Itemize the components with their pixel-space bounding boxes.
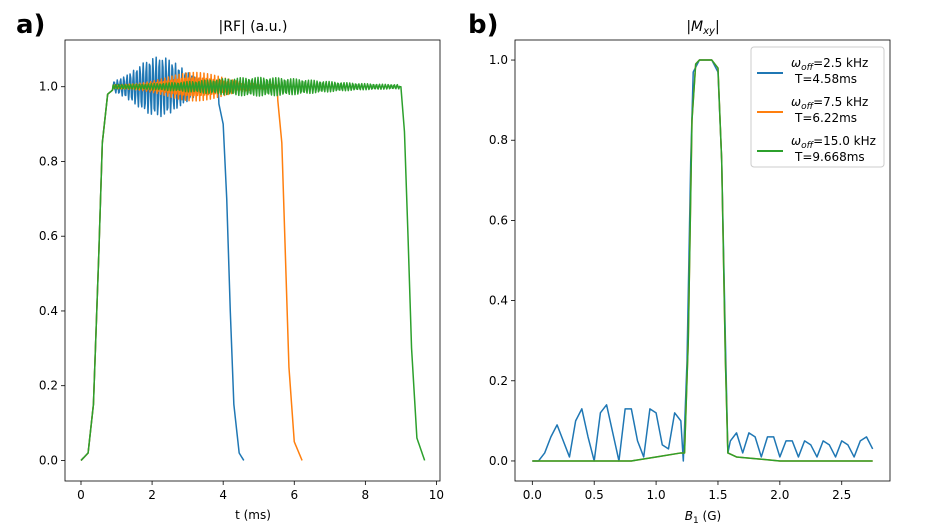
y-tick-label: 0.6 bbox=[489, 213, 508, 227]
series-line bbox=[80, 71, 303, 461]
series-line bbox=[532, 59, 873, 462]
legend-entry-line2: T=9.668ms bbox=[794, 150, 865, 164]
legend-box bbox=[750, 46, 885, 168]
y-tick-label: 0.4 bbox=[489, 294, 508, 308]
y-tick-label: 0.2 bbox=[39, 379, 58, 393]
y-tick-label: 0.8 bbox=[489, 133, 508, 147]
panel-a-plot: 0 2 4 6 8 10 0.0 0.2 0.4 0.6 0.8 1.0 bbox=[39, 39, 444, 502]
panel-a-xlabel: t (ms) bbox=[235, 508, 271, 522]
y-tick-label: 0.2 bbox=[489, 374, 508, 388]
x-tick-label: 0.0 bbox=[523, 488, 542, 502]
y-tick-label: 1.0 bbox=[39, 80, 58, 94]
legend-entry-line1: ωoff=7.5 kHz bbox=[791, 95, 868, 112]
y-tick-label: 1.0 bbox=[489, 53, 508, 67]
x-tick-label: 2.5 bbox=[832, 488, 851, 502]
legend-entry-line2: T=6.22ms bbox=[794, 111, 857, 125]
plot-frame bbox=[64, 39, 441, 482]
panel-a-title: |RF| (a.u.) bbox=[219, 19, 288, 35]
x-tick-label: 8 bbox=[362, 488, 370, 502]
x-tick-label: 2.0 bbox=[770, 488, 789, 502]
x-tick-label: 2 bbox=[148, 488, 156, 502]
panel-b-title: |Mxy| bbox=[686, 19, 719, 37]
y-tick-label: 0.4 bbox=[39, 304, 58, 318]
panel-b-plot: 0.0 0.5 1.0 1.5 2.0 2.5 0.0 0.2 0.4 0.6 0.8 1.0 bbox=[489, 39, 891, 502]
x-tick-label: 6 bbox=[290, 488, 298, 502]
x-tick-label: 10 bbox=[429, 488, 444, 502]
x-tick-label: 0.5 bbox=[585, 488, 604, 502]
y-tick-label: 0.6 bbox=[39, 229, 58, 243]
plot-frame bbox=[514, 39, 891, 482]
x-tick-label: 0 bbox=[77, 488, 85, 502]
legend-entry-line1: ωoff=15.0 kHz bbox=[791, 134, 876, 151]
y-tick-label: 0.0 bbox=[489, 454, 508, 468]
panel-a-label: a) bbox=[16, 10, 45, 40]
panel-b-label: b) bbox=[468, 10, 499, 40]
x-tick-label: 4 bbox=[219, 488, 227, 502]
legend-entry-line2: T=4.58ms bbox=[794, 72, 857, 86]
panel-b-xlabel: B1 (G) bbox=[685, 509, 721, 526]
legend-entry-line1: ωoff=2.5 kHz bbox=[791, 56, 868, 73]
x-tick-label: 1.0 bbox=[647, 488, 666, 502]
series-line bbox=[80, 76, 426, 461]
y-tick-label: 0.8 bbox=[39, 154, 58, 168]
y-tick-label: 0.0 bbox=[39, 453, 58, 467]
x-tick-label: 1.5 bbox=[708, 488, 727, 502]
